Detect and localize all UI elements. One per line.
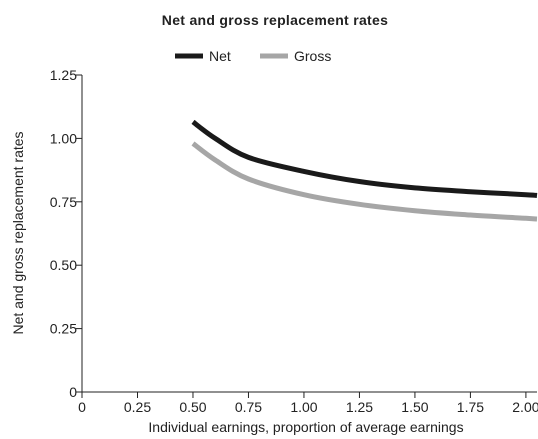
legend-label-net: Net: [209, 48, 231, 64]
series-lines: [191, 119, 538, 222]
x-tick-label: 2.00: [512, 399, 538, 415]
x-tick-label: 1.00: [290, 399, 317, 415]
chart-title: Net and gross replacement rates: [162, 12, 388, 28]
x-tick-label: 0.75: [235, 399, 262, 415]
y-ticks: 0 0.25 0.50 0.75 1.00 1.25: [50, 67, 82, 400]
y-axis-label: Net and gross replacement rates: [10, 131, 26, 334]
x-tick-label: 1.75: [457, 399, 484, 415]
series-line-net: [191, 119, 538, 198]
y-tick-label: 1.00: [50, 130, 77, 146]
x-tick-label: 0: [78, 399, 86, 415]
y-tick-label: 0.25: [50, 321, 77, 337]
legend-label-gross: Gross: [294, 48, 331, 64]
x-tick-label: 1.25: [346, 399, 373, 415]
y-tick-label: 1.25: [50, 67, 77, 83]
x-axis-label: Individual earnings, proportion of avera…: [148, 419, 463, 435]
series-line-gross: [191, 141, 538, 222]
x-tick-label: 0.50: [179, 399, 206, 415]
x-tick-label: 0.25: [124, 399, 151, 415]
legend: Net Gross: [175, 48, 331, 64]
y-tick-label: 0: [69, 384, 77, 400]
x-ticks: 0 0.25 0.50 0.75 1.00 1.25 1.50 1.75 2.00: [78, 392, 538, 415]
y-tick-label: 0.50: [50, 257, 77, 273]
y-tick-label: 0.75: [50, 194, 77, 210]
x-tick-label: 1.50: [401, 399, 428, 415]
